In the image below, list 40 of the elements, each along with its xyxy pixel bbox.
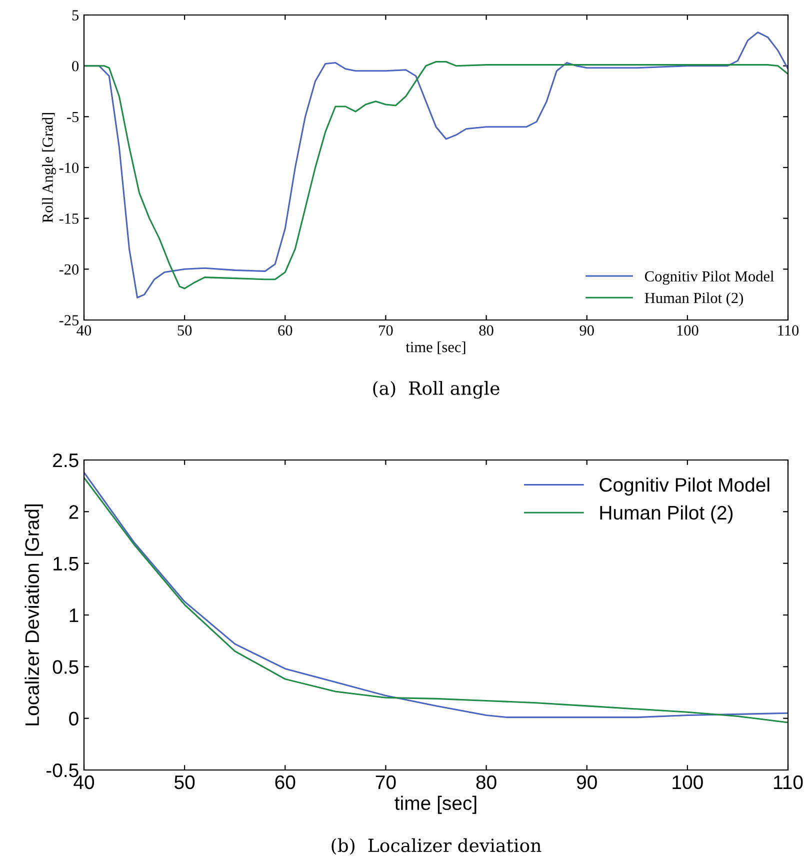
- y-tick-label: -25: [59, 315, 79, 326]
- y-tick-label: 2: [69, 505, 78, 519]
- legend-label: Cognitiv Pilot Model: [600, 478, 770, 496]
- x-tick-label: 50: [178, 325, 192, 336]
- y-tick-label: 2.5: [53, 453, 78, 468]
- x-tick-label: 60: [278, 325, 292, 336]
- y-tick-label: -5: [66, 112, 79, 122]
- x-tick-label: 100: [677, 325, 698, 336]
- x-tick-label: 60: [275, 775, 296, 790]
- x-tick-label: 50: [174, 775, 195, 790]
- y-tick-label: 1.5: [54, 557, 78, 571]
- y-tick-label: -15: [59, 214, 79, 224]
- y-axis-title: Roll Angle [Grad]: [42, 113, 56, 223]
- x-axis-title: time [sec]: [394, 796, 476, 814]
- y-tick-label: 0: [72, 60, 79, 72]
- y-tick-label: -0.5: [46, 763, 78, 778]
- y-tick-label: 0.5: [52, 660, 78, 674]
- y-tick-label: 1: [70, 608, 78, 622]
- text: (b) Localizer deviation: [332, 838, 542, 855]
- x-tick-label: 80: [476, 775, 496, 790]
- x-tick-label: 90: [580, 325, 594, 336]
- y-tick-label: 5: [72, 10, 79, 20]
- x-tick-label: 110: [774, 775, 803, 790]
- y-axis-title: Localizer Deviation [Grad]: [24, 504, 43, 726]
- x-tick-label: 90: [576, 775, 597, 790]
- y-tick-label: -20: [59, 264, 79, 275]
- x-axis-title: time [sec]: [406, 341, 466, 354]
- x-tick-label: 40: [76, 325, 92, 336]
- legend-label: Cognitiv Pilot Model: [645, 270, 774, 285]
- x-tick-label: 70: [376, 775, 396, 790]
- legend-label: Human Pilot (2): [644, 292, 743, 306]
- y-tick-label: -10: [59, 162, 79, 173]
- legend-label: Human Pilot (2): [600, 505, 733, 524]
- x-tick-label: 80: [479, 325, 494, 336]
- y-tick-label: 0: [69, 712, 78, 726]
- x-tick-label: 100: [672, 775, 703, 790]
- x-tick-label: 110: [778, 325, 799, 336]
- x-tick-label: 40: [74, 775, 94, 790]
- x-tick-label: 70: [379, 325, 393, 336]
- text: (a) Roll angle: [373, 381, 500, 399]
